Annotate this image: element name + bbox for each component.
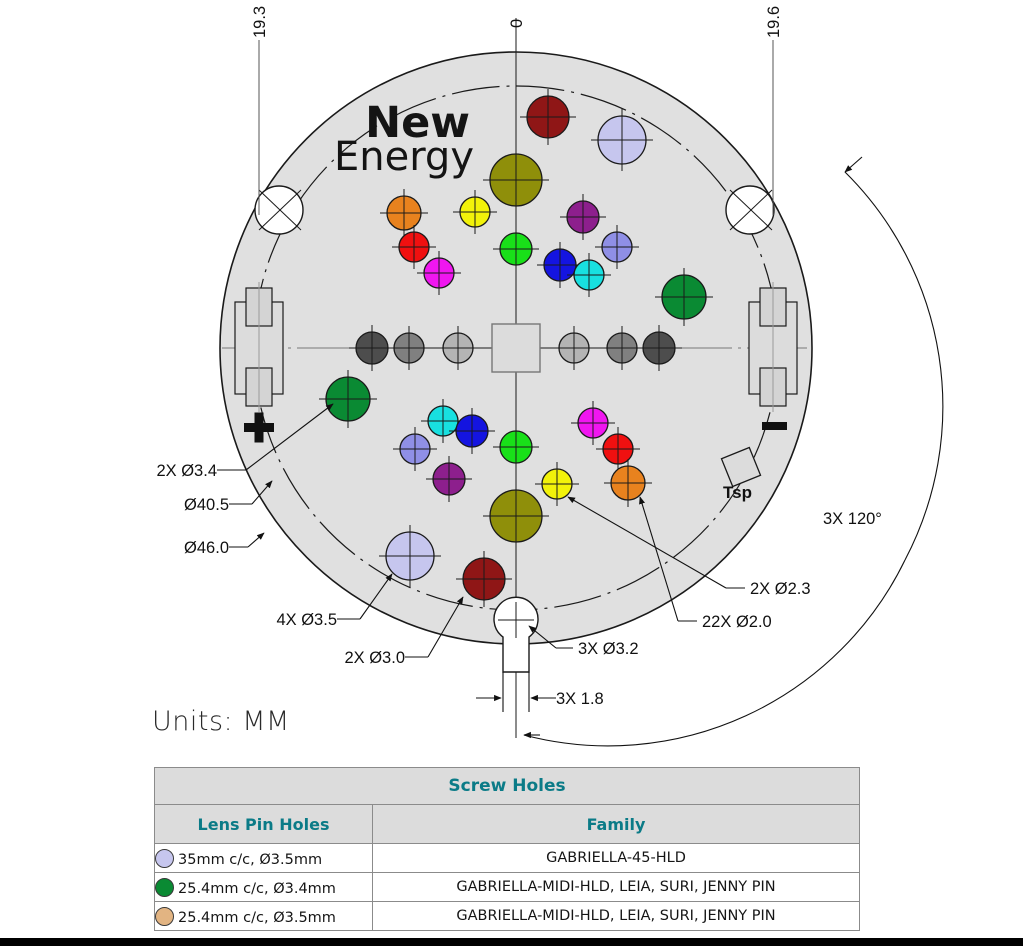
- callout-angular: 3X 120°: [823, 510, 882, 528]
- color-swatch-icon: [155, 906, 174, 926]
- table-row: 35mm c/c, Ø3.5mm GABRIELLA-45-HLD: [154, 843, 860, 873]
- table-band-row: Screw Holes: [154, 767, 860, 805]
- led-l20: [596, 427, 640, 471]
- led-l21: [426, 456, 472, 502]
- cell-family: GABRIELLA-MIDI-HLD, LEIA, SURI, JENNY PI…: [372, 901, 860, 931]
- thermal-pad-t4: [552, 326, 596, 370]
- callout-screw-3v4: 2X Ø3.4: [156, 462, 217, 480]
- led-l19: [493, 424, 539, 470]
- led-l26: [456, 551, 512, 607]
- callout-text-right: 2X Ø2.3 22X Ø2.0 3X 120°: [702, 510, 882, 631]
- led-l11: [537, 242, 583, 288]
- screw-hole-top-right: [725, 185, 775, 235]
- slot-width-dimension: [476, 672, 556, 712]
- table-band-title: Screw Holes: [154, 767, 860, 805]
- led-l14: [319, 370, 377, 428]
- thermal-pad-t3: [436, 326, 480, 370]
- units-label: Units: MM: [152, 706, 290, 737]
- screw-hole-top-left: [254, 185, 304, 235]
- column-header-family: Family: [372, 804, 860, 844]
- ordinate-labels: 19.3 0 19.6: [251, 6, 783, 38]
- table-row: 25.4mm c/c, Ø3.5mm GABRIELLA-MIDI-HLD, LE…: [154, 901, 860, 931]
- table-header-row: Lens Pin Holes Family: [154, 804, 860, 844]
- led-l5: [453, 190, 497, 234]
- led-l6: [560, 194, 606, 240]
- led-l3: [483, 147, 549, 213]
- polarity-minus-icon: [762, 422, 787, 430]
- led-l23: [604, 459, 652, 507]
- logo-line-new: New: [365, 98, 470, 148]
- led-l18: [393, 427, 437, 471]
- thermal-pad-t2: [387, 326, 431, 370]
- led-l17: [571, 401, 615, 445]
- thermal-pad-row: [349, 325, 682, 371]
- tsp-label: Tsp: [723, 483, 752, 502]
- cell-lens-pin-label: 35mm c/c, Ø3.5mm: [178, 851, 323, 868]
- led-l13: [655, 268, 713, 326]
- callout-text-bottom: 3X Ø3.2 3X 1.8: [556, 640, 639, 708]
- led-l8: [493, 226, 539, 272]
- cell-family: GABRIELLA-MIDI-HLD, LEIA, SURI, JENNY PI…: [372, 872, 860, 902]
- column-header-lens-pin-holes: Lens Pin Holes: [154, 804, 373, 844]
- led-l16: [449, 408, 495, 454]
- callout-lens-pin-3v5: 4X Ø3.5: [276, 611, 337, 629]
- callout-slot-width: 3X 1.8: [556, 690, 604, 708]
- color-swatch-icon: [155, 848, 174, 868]
- logo-line-energy: Energy: [334, 134, 474, 180]
- cell-lens-pin-label: 25.4mm c/c, Ø3.4mm: [178, 880, 336, 897]
- led-l9: [595, 225, 639, 269]
- bottom-black-bar: [0, 938, 1023, 946]
- cell-lens-pin-holes: 25.4mm c/c, Ø3.4mm: [154, 872, 373, 902]
- led-l2: [591, 109, 653, 171]
- led-l4: [380, 189, 428, 237]
- cell-family: GABRIELLA-45-HLD: [372, 843, 860, 873]
- cell-lens-pin-holes: 25.4mm c/c, Ø3.5mm: [154, 901, 373, 931]
- led-l25: [379, 525, 441, 587]
- ordinate-dimension-lines: [258, 40, 774, 215]
- table-row: 25.4mm c/c, Ø3.4mm GABRIELLA-MIDI-HLD, LE…: [154, 872, 860, 902]
- screw-hole-bottom-keyhole: [493, 596, 539, 673]
- callout-bolt-circle: Ø40.5: [184, 496, 229, 514]
- led-l10: [417, 251, 461, 295]
- callout-text-left: 2X Ø3.4 Ø40.5 Ø46.0 4X Ø3.5 2X Ø3.0: [156, 462, 405, 667]
- connector-centerlines: [258, 282, 774, 412]
- specification-table: Screw Holes Lens Pin Holes Family 35mm c…: [154, 767, 860, 931]
- led-l15: [421, 399, 465, 443]
- ordinate-label-center: 0: [508, 19, 526, 28]
- callout-led-2v3: 2X Ø2.3: [750, 580, 811, 598]
- leader-lines: [217, 156, 944, 747]
- led-array: [319, 89, 713, 607]
- led-l1: [520, 89, 576, 145]
- led-l22: [535, 462, 579, 506]
- color-swatch-icon: [155, 877, 174, 897]
- ordinate-label-right: 19.6: [765, 6, 783, 38]
- cell-lens-pin-label: 25.4mm c/c, Ø3.5mm: [178, 909, 336, 926]
- led-l7: [392, 225, 436, 269]
- led-l12: [567, 253, 611, 297]
- thermal-pad-t6: [636, 325, 682, 371]
- callout-outer-dia: Ø46.0: [184, 539, 229, 557]
- callout-pin-3v0: 2X Ø3.0: [344, 649, 405, 667]
- polarity-plus-icon: [244, 412, 274, 443]
- brand-logo: New Energy: [334, 98, 474, 180]
- center-pad: [491, 323, 541, 373]
- cell-lens-pin-holes: 35mm c/c, Ø3.5mm: [154, 843, 373, 873]
- callout-slot-dia: 3X Ø3.2: [578, 640, 639, 658]
- led-l24: [483, 483, 549, 549]
- thermal-sensor-pad: [720, 446, 762, 488]
- ordinate-label-left: 19.3: [251, 6, 269, 38]
- callout-led-2v0: 22X Ø2.0: [702, 613, 772, 631]
